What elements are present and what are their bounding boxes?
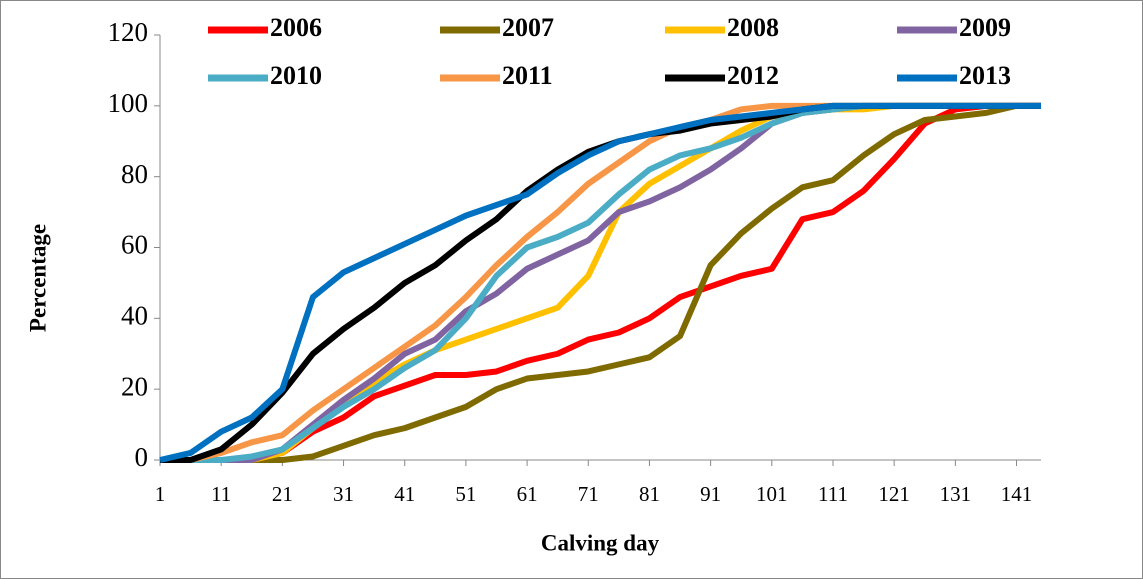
x-tick-label: 141: [1001, 482, 1033, 506]
x-tick-label: 81: [639, 482, 660, 506]
series-line: [159, 102, 1041, 463]
x-tick-label: 11: [211, 482, 231, 506]
x-tick-label: 41: [394, 482, 415, 506]
legend-label: 2007: [502, 13, 554, 42]
x-tick-label: 21: [272, 482, 293, 506]
x-tick-label: 91: [700, 482, 721, 506]
legend-label: 2009: [959, 13, 1011, 42]
y-tick-label: 100: [108, 88, 149, 118]
x-axis-title: Calving day: [541, 530, 660, 555]
x-tick-label: 71: [578, 482, 599, 506]
x-tick-label: 1: [155, 482, 166, 506]
legend-label: 2012: [727, 61, 779, 90]
legend-label: 2010: [270, 61, 322, 90]
y-tick-label: 80: [121, 159, 148, 189]
y-tick-label: 60: [121, 230, 148, 260]
x-tick-label: 111: [818, 482, 848, 506]
x-tick-label: 121: [878, 482, 910, 506]
legend-label: 2008: [727, 13, 779, 42]
series-line: [160, 102, 1041, 463]
legend-label: 2006: [270, 13, 322, 42]
x-tick-label: 51: [455, 482, 476, 506]
y-tick-label: 40: [121, 301, 148, 331]
y-tick-label: 120: [108, 17, 149, 47]
x-tick-label: 131: [940, 482, 972, 506]
x-tick-label: 31: [333, 482, 354, 506]
x-tick-label: 61: [517, 482, 538, 506]
legend-label: 2011: [502, 61, 553, 90]
y-tick-label: 20: [121, 371, 148, 401]
y-tick-label: 0: [135, 442, 149, 472]
x-tick-label: 101: [756, 482, 788, 506]
y-axis-title: Percentage: [25, 224, 50, 332]
legend-label: 2013: [959, 61, 1011, 90]
